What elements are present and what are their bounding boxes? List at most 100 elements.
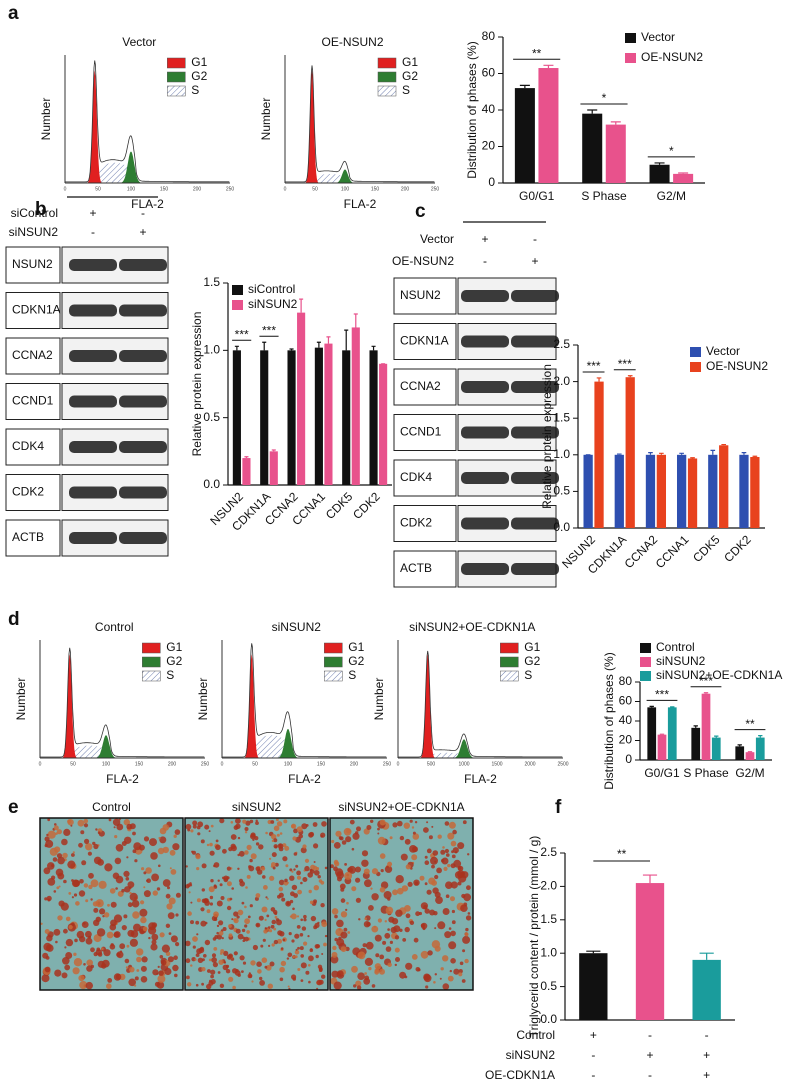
stain-spot xyxy=(200,839,205,844)
histogram-outline xyxy=(221,643,387,758)
stain-spot xyxy=(363,868,370,875)
stain-spot xyxy=(116,952,121,957)
stain-spot xyxy=(264,927,267,930)
stain-spot xyxy=(196,867,200,871)
stain-spot xyxy=(132,911,140,919)
phase-g2 xyxy=(81,151,181,183)
stain-spot xyxy=(106,931,114,939)
stain-spot xyxy=(295,948,298,951)
stain-spot xyxy=(159,932,165,938)
blot-band xyxy=(511,563,559,575)
x-tick-label: 150 xyxy=(371,186,380,192)
condition-mark: - xyxy=(705,1028,709,1042)
stain-spot xyxy=(132,831,136,836)
stain-spot xyxy=(249,904,253,908)
stain-spot xyxy=(125,877,130,881)
protein-label: CDK4 xyxy=(12,439,44,453)
stain-spot xyxy=(296,875,302,880)
histogram-outline xyxy=(64,60,230,183)
stain-spot xyxy=(313,861,316,863)
stain-spot xyxy=(394,947,400,953)
x-tick-label: 2000 xyxy=(524,761,535,767)
blot-band xyxy=(511,381,559,393)
legend-swatch xyxy=(690,347,701,357)
stain-spot xyxy=(423,973,431,981)
stain-spot xyxy=(432,887,439,894)
legend-swatch xyxy=(640,657,651,667)
stain-spot xyxy=(93,843,99,850)
stain-spot xyxy=(296,915,300,918)
stain-spot xyxy=(218,959,224,965)
bar xyxy=(687,458,698,528)
stain-spot xyxy=(167,956,174,963)
stain-spot xyxy=(433,981,436,984)
stain-spot xyxy=(140,976,148,983)
stain-spot xyxy=(121,925,127,931)
stain-spot xyxy=(295,836,302,843)
stain-spot xyxy=(395,957,400,962)
y-tick-label: 80 xyxy=(619,674,633,688)
stain-spot xyxy=(210,879,214,883)
protein-label: CDKN1A xyxy=(12,303,61,317)
bar xyxy=(594,381,604,528)
x-tick-label: G0/G1 xyxy=(644,766,680,780)
stain-spot xyxy=(430,856,438,865)
stain-spot xyxy=(228,976,234,982)
stain-spot xyxy=(99,908,106,915)
stain-spot xyxy=(276,833,280,837)
blot-band xyxy=(69,304,117,317)
stain-spot xyxy=(78,890,86,897)
stain-spot xyxy=(309,868,313,872)
stain-spot xyxy=(345,908,348,912)
stain-spot xyxy=(414,821,418,824)
stain-spot xyxy=(315,867,320,871)
stain-spot xyxy=(123,819,130,826)
stain-spot xyxy=(447,975,454,982)
stain-spot xyxy=(209,895,214,900)
stain-spot xyxy=(44,929,50,934)
stain-spot xyxy=(402,938,407,942)
x-tick-label: 50 xyxy=(252,761,258,767)
y-tick-label: 60 xyxy=(619,694,633,708)
stain-spot xyxy=(133,923,141,932)
stain-spot xyxy=(167,886,170,890)
stain-spot xyxy=(458,972,463,977)
stain-spot xyxy=(226,876,230,880)
error-bar xyxy=(610,121,621,125)
significance-label: * xyxy=(669,144,674,158)
stain-spot xyxy=(229,897,233,901)
stain-spot xyxy=(213,911,219,918)
stain-spot xyxy=(242,819,247,824)
stain-spot xyxy=(44,966,51,973)
stain-spot xyxy=(126,823,133,830)
stain-spot xyxy=(235,928,241,934)
y-tick-label: 1.5 xyxy=(540,912,557,926)
stain-spot xyxy=(276,919,282,926)
stain-spot xyxy=(419,875,425,881)
stain-spot xyxy=(244,905,247,909)
stain-spot xyxy=(411,954,418,960)
stain-spot xyxy=(136,969,140,972)
stain-spot xyxy=(450,881,458,889)
stain-spot xyxy=(217,879,220,882)
stain-spot xyxy=(143,886,146,889)
protein-label: NSUN2 xyxy=(12,257,53,271)
legend-label: siNSUN2 xyxy=(656,654,706,668)
condition-mark: + xyxy=(531,254,538,268)
stain-spot xyxy=(355,877,361,883)
stain-spot xyxy=(191,850,194,853)
stain-spot xyxy=(265,964,272,971)
stain-spot xyxy=(249,819,254,824)
legend-label: S xyxy=(348,668,356,682)
stain-spot xyxy=(262,938,266,942)
error-bar xyxy=(693,725,698,728)
legend-label: Vector xyxy=(706,344,740,358)
stain-spot xyxy=(301,926,307,931)
stain-spot xyxy=(370,819,374,823)
legend-swatch xyxy=(625,53,636,63)
stain-spot xyxy=(95,828,98,831)
bar xyxy=(656,454,667,528)
stain-spot xyxy=(447,863,451,868)
x-axis-label: FLA-2 xyxy=(131,197,164,211)
stain-spot xyxy=(340,946,347,952)
